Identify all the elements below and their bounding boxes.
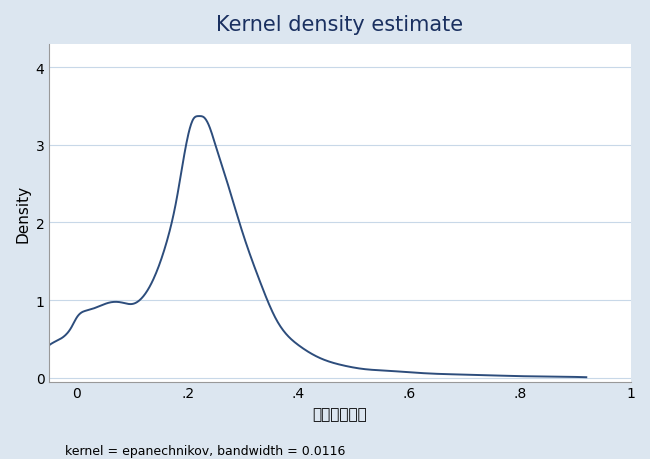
Title: Kernel density estimate: Kernel density estimate bbox=[216, 15, 463, 35]
Text: kernel = epanechnikov, bandwidth = 0.0116: kernel = epanechnikov, bandwidth = 0.011… bbox=[65, 444, 345, 457]
Y-axis label: Density: Density bbox=[15, 184, 30, 242]
X-axis label: 労働生産性２: 労働生産性２ bbox=[313, 406, 367, 421]
